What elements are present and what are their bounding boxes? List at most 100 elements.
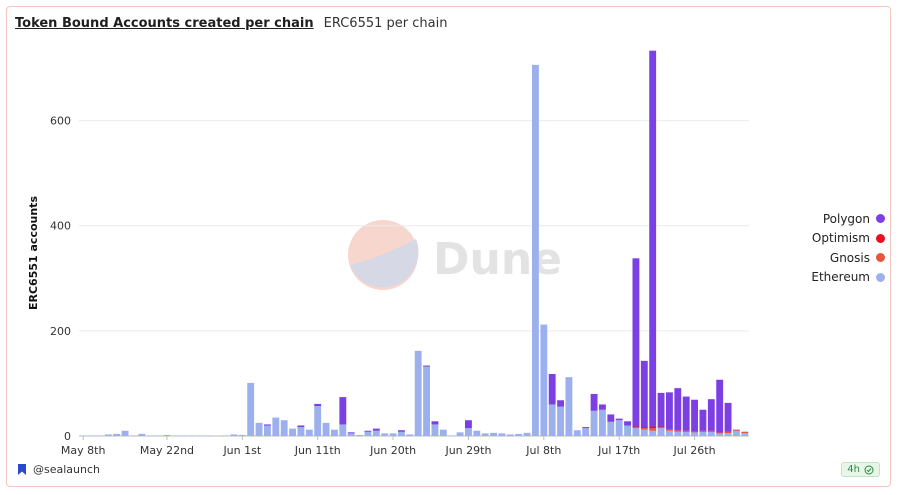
bar-ethereum[interactable]: [398, 431, 405, 436]
bar-polygon[interactable]: [682, 396, 690, 431]
bar-ethereum[interactable]: [247, 382, 255, 436]
bar-polygon[interactable]: [716, 379, 724, 433]
bar-ethereum[interactable]: [448, 435, 456, 437]
bar-gnosis[interactable]: [682, 431, 690, 432]
bar-gnosis[interactable]: [640, 428, 648, 430]
bar-polygon[interactable]: [590, 393, 598, 411]
legend-item-optimism[interactable]: Optimism: [795, 229, 885, 249]
bar-polygon[interactable]: [548, 373, 556, 405]
bar-ethereum[interactable]: [557, 406, 564, 436]
bar-gnosis[interactable]: [733, 430, 740, 431]
bar-ethereum[interactable]: [548, 404, 556, 436]
legend-item-gnosis[interactable]: Gnosis: [795, 248, 885, 268]
bar-polygon[interactable]: [674, 388, 682, 431]
bar-ethereum[interactable]: [657, 428, 665, 436]
bar-polygon[interactable]: [423, 365, 430, 367]
bar-optimism[interactable]: [733, 429, 740, 431]
bar-ethereum[interactable]: [305, 429, 313, 436]
bar-ethereum[interactable]: [691, 432, 698, 436]
bar-polygon[interactable]: [339, 397, 347, 425]
bar-polygon[interactable]: [431, 421, 439, 425]
bar-gnosis[interactable]: [691, 431, 698, 433]
bar-optimism[interactable]: [640, 427, 648, 429]
bar-optimism[interactable]: [649, 426, 657, 429]
bar-ethereum[interactable]: [146, 435, 154, 437]
bar-ethereum[interactable]: [264, 425, 271, 436]
bar-ethereum[interactable]: [456, 432, 464, 436]
bar-ethereum[interactable]: [607, 421, 615, 436]
bar-ethereum[interactable]: [356, 434, 363, 436]
bar-ethereum[interactable]: [439, 429, 447, 436]
footer-author[interactable]: @sealaunch: [17, 463, 100, 476]
bar-optimism[interactable]: [716, 432, 724, 433]
bar-ethereum[interactable]: [104, 434, 112, 436]
bar-ethereum[interactable]: [289, 428, 296, 436]
bar-gnosis[interactable]: [707, 431, 715, 432]
bar-ethereum[interactable]: [682, 431, 690, 436]
bar-polygon[interactable]: [632, 258, 640, 427]
bar-ethereum[interactable]: [431, 424, 439, 436]
bar-ethereum[interactable]: [532, 64, 539, 436]
bar-polygon[interactable]: [691, 399, 698, 432]
bar-gnosis[interactable]: [666, 429, 673, 431]
bar-ethereum[interactable]: [599, 409, 606, 436]
bar-optimism[interactable]: [699, 430, 707, 432]
bar-ethereum[interactable]: [155, 435, 162, 437]
bar-polygon[interactable]: [699, 409, 707, 431]
bar-ethereum[interactable]: [96, 435, 104, 437]
bar-ethereum[interactable]: [138, 433, 146, 436]
bar-ethereum[interactable]: [473, 430, 481, 436]
bar-ethereum[interactable]: [272, 417, 280, 436]
refresh-badge[interactable]: 4h: [841, 462, 880, 477]
bar-ethereum[interactable]: [406, 434, 414, 436]
bar-polygon[interactable]: [264, 424, 271, 426]
bar-gnosis[interactable]: [716, 432, 724, 434]
bar-ethereum[interactable]: [205, 435, 213, 437]
bar-gnosis[interactable]: [724, 432, 732, 433]
bar-ethereum[interactable]: [741, 432, 749, 436]
bar-ethereum[interactable]: [180, 435, 188, 437]
bar-ethereum[interactable]: [615, 420, 623, 436]
bar-polygon[interactable]: [347, 432, 355, 434]
bar-optimism[interactable]: [691, 431, 698, 432]
bar-ethereum[interactable]: [222, 435, 229, 437]
bar-ethereum[interactable]: [582, 428, 590, 436]
bar-optimism[interactable]: [724, 431, 732, 433]
bar-ethereum[interactable]: [121, 430, 129, 436]
bar-polygon[interactable]: [649, 50, 657, 427]
bar-ethereum[interactable]: [331, 429, 338, 436]
bar-ethereum[interactable]: [88, 435, 95, 437]
bar-gnosis[interactable]: [657, 427, 665, 429]
bar-polygon[interactable]: [372, 428, 380, 431]
bar-optimism[interactable]: [632, 426, 640, 428]
bar-ethereum[interactable]: [640, 429, 648, 436]
bar-ethereum[interactable]: [540, 324, 548, 436]
bar-ethereum[interactable]: [389, 433, 397, 436]
chart-title[interactable]: Token Bound Accounts created per chain: [15, 16, 314, 31]
bar-ethereum[interactable]: [322, 422, 330, 436]
bar-polygon[interactable]: [707, 399, 715, 431]
bar-ethereum[interactable]: [414, 350, 422, 436]
bar-ethereum[interactable]: [649, 430, 657, 436]
bar-ethereum[interactable]: [590, 410, 598, 436]
bar-ethereum[interactable]: [339, 424, 347, 436]
bar-ethereum[interactable]: [624, 425, 631, 436]
bar-ethereum[interactable]: [666, 430, 673, 436]
bar-polygon[interactable]: [557, 400, 564, 407]
bar-polygon[interactable]: [582, 427, 590, 429]
bar-polygon[interactable]: [364, 430, 372, 432]
bar-polygon[interactable]: [640, 360, 648, 428]
bar-ethereum[interactable]: [423, 366, 430, 436]
bar-ethereum[interactable]: [498, 433, 506, 436]
bar-optimism[interactable]: [682, 430, 690, 432]
bar-optimism[interactable]: [657, 426, 665, 428]
bar-ethereum[interactable]: [255, 422, 263, 436]
bar-polygon[interactable]: [297, 425, 305, 428]
bar-ethereum[interactable]: [130, 435, 137, 437]
bar-ethereum[interactable]: [347, 433, 355, 436]
bar-ethereum[interactable]: [238, 434, 246, 436]
bar-gnosis[interactable]: [674, 430, 682, 432]
bar-polygon[interactable]: [724, 402, 732, 432]
bar-ethereum[interactable]: [171, 435, 179, 437]
legend-item-polygon[interactable]: Polygon: [795, 209, 885, 229]
